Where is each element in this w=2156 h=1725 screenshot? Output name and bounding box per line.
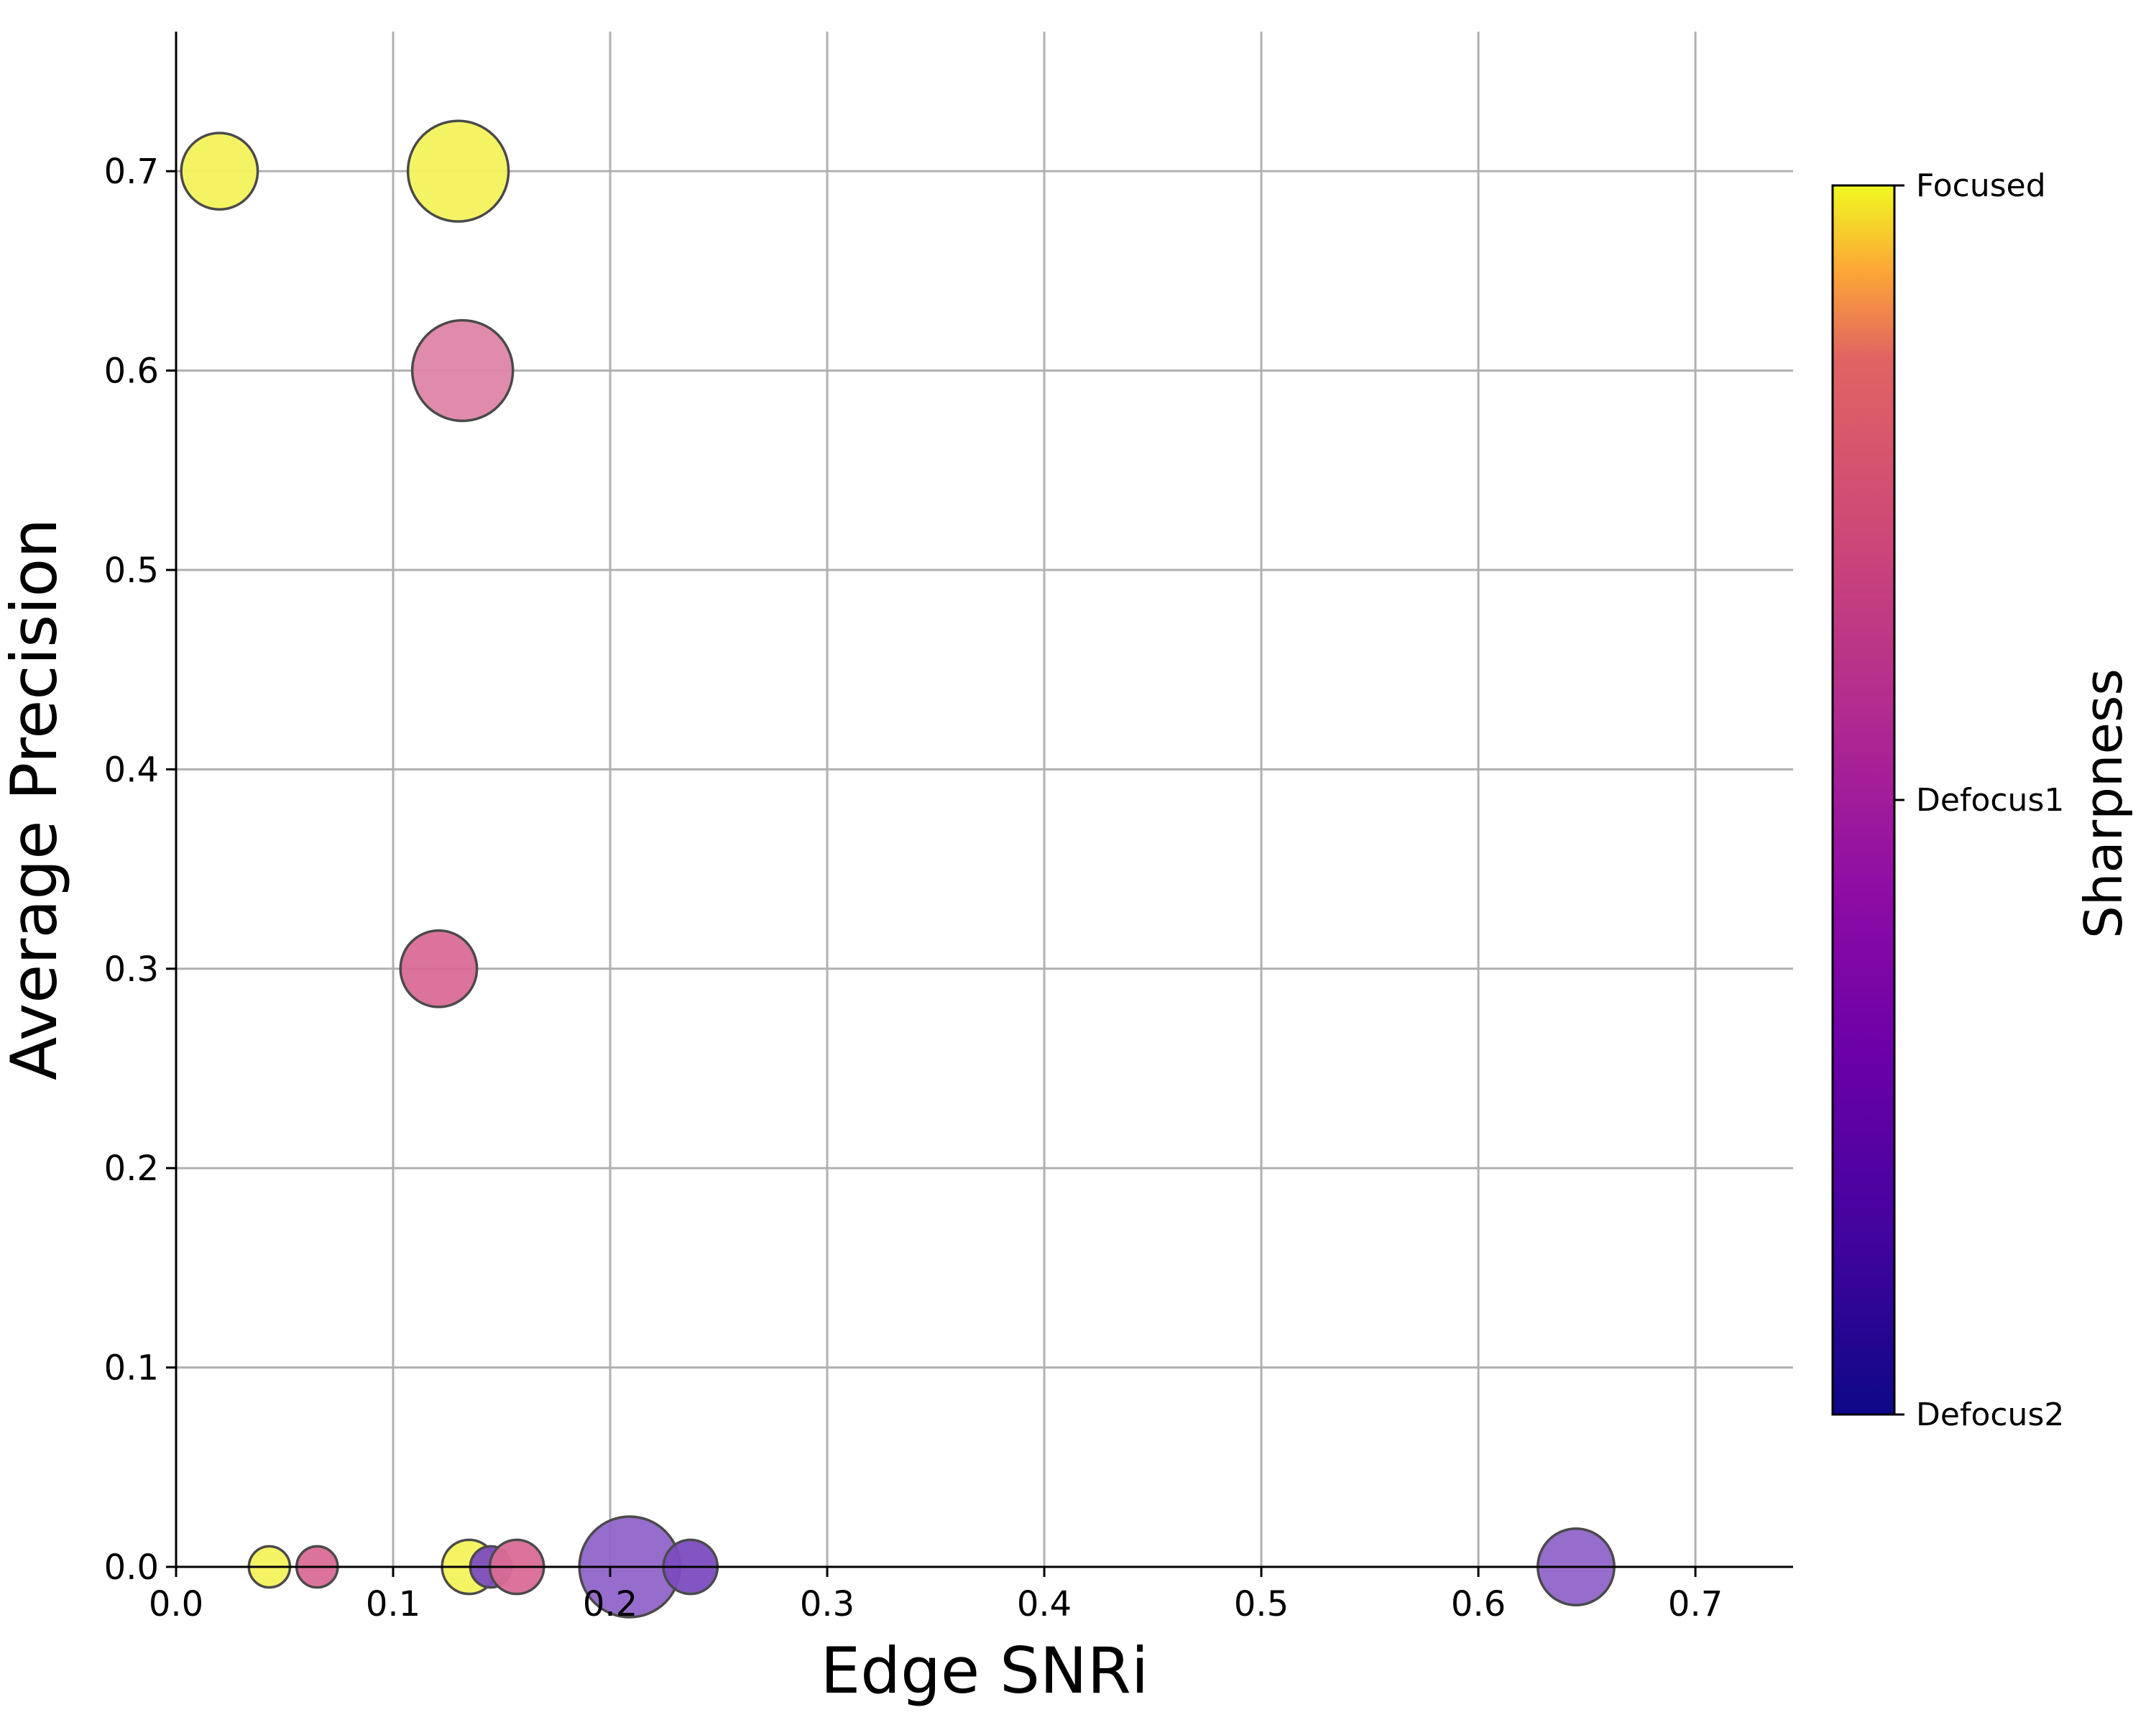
- x-tick-label: 0.0: [149, 1584, 203, 1624]
- ticks: 0.0 0.1 0.2 0.3 0.4 0.5 0.6 0.7 0.0 0.1 0.2 0.3 0.4 0…: [104, 152, 1723, 1624]
- x-tick-label: 0.1: [366, 1584, 420, 1624]
- y-tick-label: 0.6: [104, 351, 159, 392]
- scatter-point-focused: [180, 132, 259, 211]
- x-axis-title: Edge SNRi: [821, 1634, 1149, 1708]
- x-tick-label: 0.7: [1668, 1584, 1723, 1624]
- colorbar-tick-label: Defocus2: [1916, 1397, 2064, 1433]
- scatter-point-focused: [406, 119, 510, 223]
- colorbar-title: Sharpness: [2073, 668, 2134, 939]
- colorbar-tick-label: Focused: [1916, 167, 2046, 204]
- y-tick-label: 0.5: [104, 551, 159, 591]
- x-tick-label: 0.6: [1451, 1584, 1506, 1624]
- y-tick-label: 0.7: [104, 152, 159, 192]
- data-points: [180, 119, 1616, 1619]
- y-tick-label: 0.0: [104, 1547, 159, 1588]
- scatter-point-defocus1: [410, 318, 515, 423]
- y-tick-label: 0.4: [104, 750, 159, 790]
- colorbar: Focused Defocus1 Defocus2 Sharpness: [1831, 167, 2134, 1433]
- y-tick-label: 0.3: [104, 949, 159, 990]
- grid-lines: [175, 32, 1793, 1568]
- y-tick-label: 0.2: [104, 1149, 159, 1189]
- y-tick-label: 0.1: [104, 1348, 159, 1389]
- x-tick-label: 0.3: [800, 1584, 854, 1624]
- x-tick-label: 0.2: [583, 1584, 637, 1624]
- x-tick-label: 0.5: [1234, 1584, 1289, 1624]
- scatter-point-defocus1: [399, 929, 479, 1008]
- colorbar-gradient: [1831, 184, 1896, 1416]
- x-tick-label: 0.4: [1017, 1584, 1072, 1624]
- axes: [175, 32, 1793, 1568]
- colorbar-tick-label: Defocus1: [1916, 782, 2064, 819]
- y-axis-title: Average Precision: [0, 518, 71, 1080]
